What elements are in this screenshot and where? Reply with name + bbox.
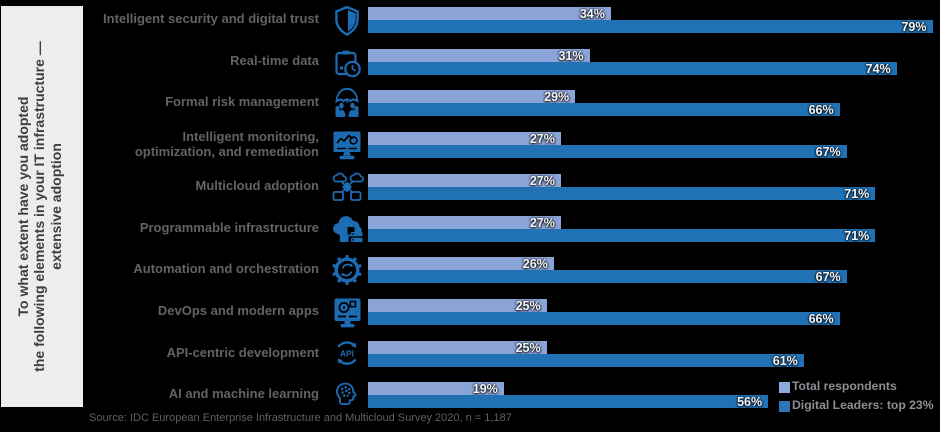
- svg-text:API: API: [340, 348, 354, 358]
